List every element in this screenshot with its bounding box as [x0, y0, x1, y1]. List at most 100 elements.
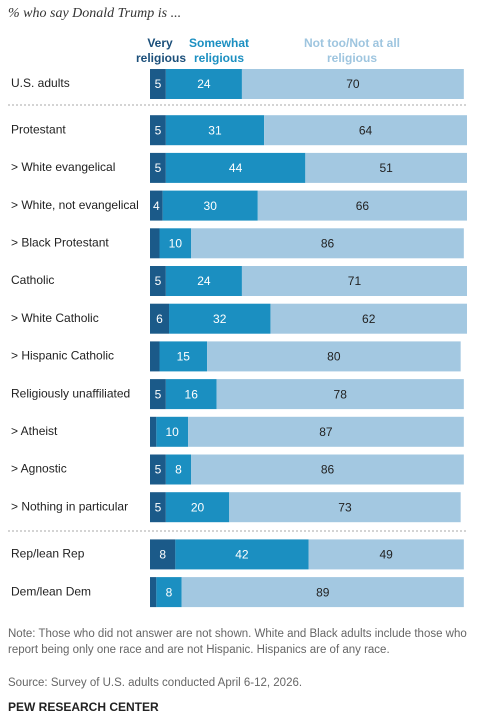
category-label: Protestant	[11, 122, 66, 136]
bar-segment	[257, 190, 467, 221]
category-label: > Nothing in particular	[11, 499, 128, 513]
bar-segment	[191, 454, 464, 485]
value-label: 5	[155, 463, 162, 477]
legend-entry: Very religious	[136, 36, 187, 65]
bar-segment	[150, 454, 166, 485]
value-label: 51	[379, 161, 393, 175]
value-label: 66	[356, 199, 370, 213]
bar-segment	[150, 492, 166, 523]
source: Source: Survey of U.S. adults conducted …	[8, 677, 303, 689]
bar-segment	[229, 492, 461, 523]
bar-segment	[150, 341, 160, 372]
credit: PEW RESEARCH CENTER	[8, 700, 159, 714]
value-label: 24	[197, 274, 211, 288]
value-label: 42	[235, 548, 249, 562]
bar-segment	[181, 577, 464, 608]
bar-segment	[216, 379, 464, 410]
value-label: 5	[155, 77, 162, 91]
bar-segment	[162, 190, 258, 221]
value-label: 31	[208, 123, 222, 137]
bar-segment	[159, 228, 192, 259]
bar-segment	[165, 115, 265, 146]
bar-segment	[165, 69, 242, 99]
value-label: 86	[321, 236, 335, 250]
legend-entry: Somewhat religious	[188, 36, 249, 65]
bar-segment	[165, 492, 230, 523]
bar-segment	[175, 539, 309, 570]
value-label: 32	[213, 312, 227, 326]
bar-segment	[165, 266, 242, 296]
value-label: 87	[319, 425, 333, 439]
value-label: 24	[197, 77, 211, 91]
value-label: 49	[379, 548, 393, 562]
value-label: 4	[153, 199, 160, 213]
bar-segment	[165, 379, 217, 410]
chart-title: % who say Donald Trump is ...	[8, 6, 181, 21]
value-label: 20	[191, 500, 205, 514]
value-label: 89	[316, 585, 330, 599]
category-label: Dem/lean Dem	[11, 584, 91, 598]
bar-segment	[305, 152, 467, 183]
bar-segment	[150, 69, 166, 99]
value-label: 64	[359, 123, 373, 137]
value-label: 71	[348, 274, 362, 288]
category-label: U.S. adults	[11, 76, 70, 90]
category-label: > Hispanic Catholic	[11, 349, 114, 363]
value-label: 70	[346, 77, 360, 91]
bar-segment	[308, 539, 464, 570]
value-label: 80	[327, 350, 341, 364]
bar-segment	[264, 115, 467, 146]
bar-segment	[165, 152, 306, 183]
category-label: > White evangelical	[11, 160, 115, 174]
bar-segment	[270, 303, 467, 334]
category-label: > Agnostic	[11, 462, 67, 476]
category-label: > White, not evangelical	[11, 198, 139, 212]
category-label: Catholic	[11, 273, 54, 287]
value-label: 5	[155, 274, 162, 288]
value-label: 5	[155, 500, 162, 514]
value-label: 78	[334, 387, 348, 401]
bar-segment	[150, 266, 166, 296]
bar-segment	[150, 416, 157, 447]
value-label: 73	[338, 500, 352, 514]
bar-segment	[241, 69, 464, 99]
bar-segment	[150, 115, 166, 146]
bar-segment	[150, 303, 170, 334]
category-label: > White Catholic	[11, 311, 99, 325]
bar-segment	[150, 152, 166, 183]
bar-segment	[188, 416, 464, 447]
value-label: 8	[166, 585, 173, 599]
bar-segment	[150, 228, 160, 259]
value-label: 62	[362, 312, 376, 326]
bar-segment	[191, 228, 464, 259]
bar-segment	[159, 341, 208, 372]
bar-segment	[241, 266, 467, 296]
value-label: 15	[177, 350, 191, 364]
category-label: Rep/lean Rep	[11, 547, 85, 561]
value-label: 10	[166, 425, 180, 439]
bar-segment	[150, 190, 163, 221]
value-label: 5	[155, 387, 162, 401]
category-label: > Atheist	[11, 424, 58, 438]
category-label: > Black Protestant	[11, 235, 109, 249]
value-label: 6	[156, 312, 163, 326]
value-label: 5	[155, 123, 162, 137]
value-label: 10	[169, 236, 183, 250]
bar-segment	[207, 341, 461, 372]
bar-segment	[150, 577, 157, 608]
category-label: Religiously unaffiliated	[11, 386, 130, 400]
value-label: 8	[175, 463, 182, 477]
value-label: 30	[204, 199, 218, 213]
bar-segment	[156, 577, 182, 608]
value-label: 8	[159, 548, 166, 562]
value-label: 86	[321, 463, 335, 477]
note: Note: Those who did not answer are not s…	[8, 628, 467, 656]
bar-segment	[156, 416, 189, 447]
legend-entry: Not too/Not at all religious	[304, 36, 400, 65]
bar-segment	[150, 379, 166, 410]
value-label: 16	[185, 387, 199, 401]
value-label: 5	[155, 161, 162, 175]
value-label: 44	[229, 161, 243, 175]
